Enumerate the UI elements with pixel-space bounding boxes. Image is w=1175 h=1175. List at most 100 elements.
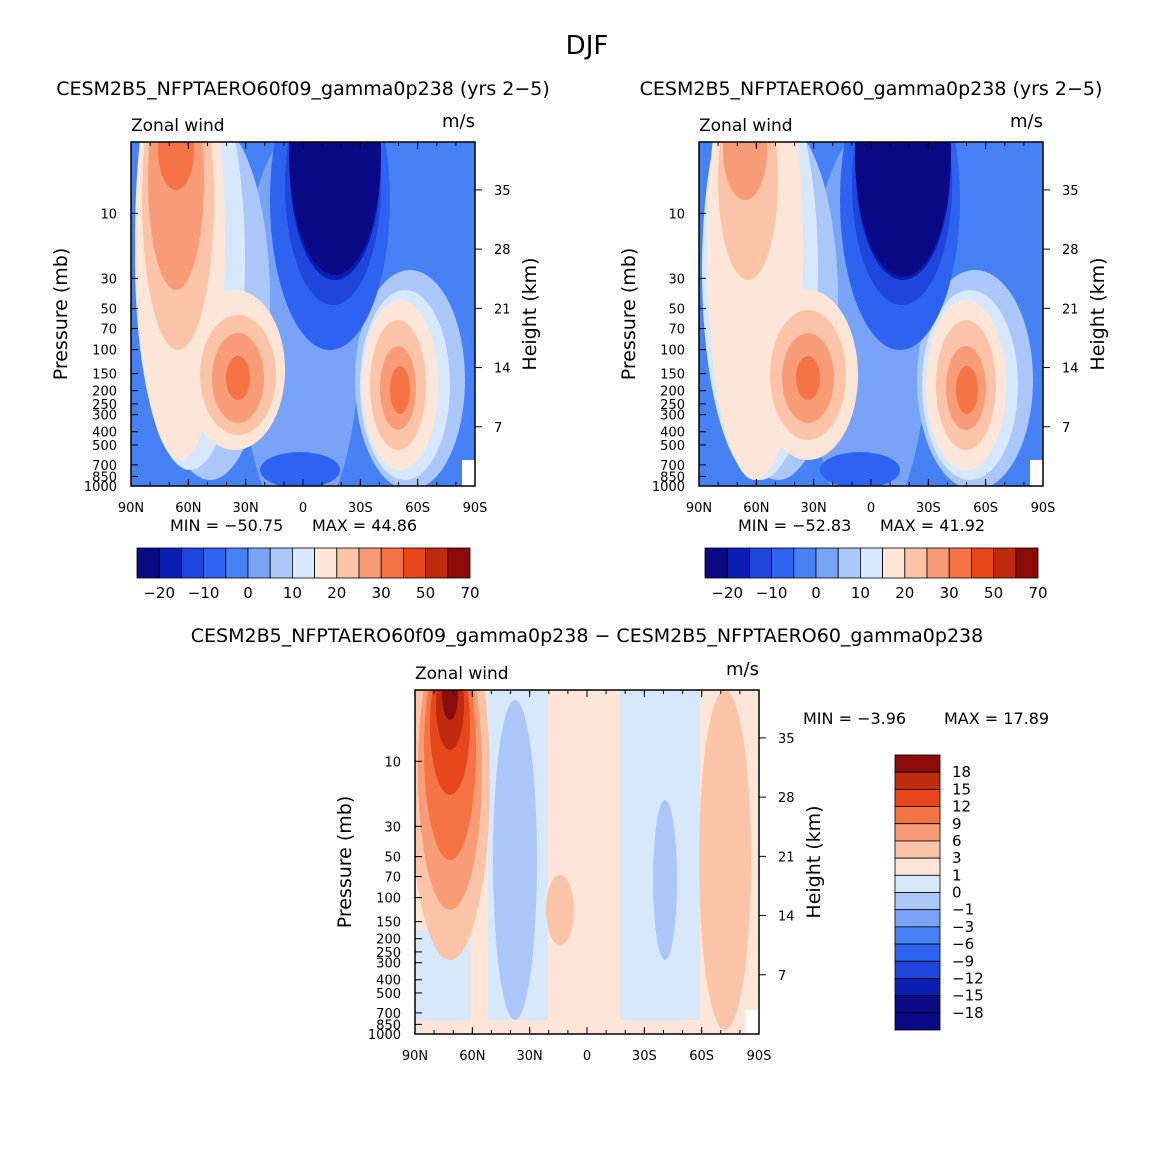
height-tick-label: 35: [1062, 184, 1079, 199]
x-tick-label: 90S: [747, 1049, 772, 1064]
panel-2-left-label: Zonal wind: [699, 116, 793, 136]
colorbar-label: 15: [952, 780, 971, 798]
colorbar-label: 30: [940, 584, 959, 602]
colorbar-swatch: [894, 892, 941, 911]
colorbar-swatch: [358, 547, 382, 579]
panel-1-st-jet-core: [226, 356, 250, 400]
colorbar-label: 3: [952, 849, 962, 867]
y-tick-label: 50: [100, 303, 117, 318]
height-tick-label: 28: [1062, 243, 1079, 258]
y-tick-label: 30: [668, 272, 685, 287]
y-tick-label: 70: [100, 323, 117, 338]
x-tick-label: 60N: [175, 501, 201, 516]
colorbar-swatch: [894, 978, 941, 997]
panel-3-axes: 90N 60N 30N 0 30S 60S 90S103050701001502002503…: [368, 690, 795, 1064]
colorbar-label: 10: [851, 584, 870, 602]
x-tick-label: 30N: [801, 501, 827, 516]
colorbar-swatch: [771, 547, 795, 579]
panel-3-max: MAX = 17.89: [944, 709, 1049, 728]
y-tick-label: 500: [376, 987, 401, 1002]
colorbar-swatch: [860, 547, 884, 579]
colorbar-swatch: [180, 547, 204, 579]
colorbar-swatch: [993, 547, 1017, 579]
colorbar-label: 20: [327, 584, 346, 602]
y-tick-label: 700: [92, 459, 117, 474]
panel-2-field: [699, 142, 1043, 486]
panel-3: CESM2B5_NFPTAERO60f09_gamma0p238 − CESM2…: [191, 625, 1049, 1064]
y-tick-label: 200: [376, 933, 401, 948]
panel-3-nh-minus-3: [493, 700, 537, 1020]
colorbar-swatch: [894, 823, 941, 842]
panel-2-colorbar: −20 −10 0 10 20 30 50 70: [704, 547, 1048, 602]
colorbar-swatch: [837, 547, 861, 579]
colorbar-swatch: [894, 771, 941, 790]
panel-1-ne-jet-30: [148, 142, 204, 290]
x-tick-label: 60N: [743, 501, 769, 516]
colorbar-swatch: [1015, 547, 1039, 579]
height-tick-label: 21: [494, 302, 511, 317]
x-tick-label: 90N: [686, 501, 712, 516]
colorbar-swatch: [894, 926, 941, 945]
colorbar-swatch: [447, 547, 471, 579]
colorbar-label: 50: [416, 584, 435, 602]
y-tick-label: 700: [660, 459, 685, 474]
colorbar-swatch: [894, 909, 941, 928]
panel-1-missing-data: [462, 460, 475, 486]
y-tick-label: 300: [660, 409, 685, 424]
colorbar-label: 30: [372, 584, 391, 602]
panel-2-low-easterly: [820, 452, 900, 486]
colorbar-swatch: [894, 840, 941, 859]
panel-2-ne-jet-30: [723, 142, 767, 200]
colorbar-label: 6: [952, 832, 962, 850]
panel-1-low-easterly: [260, 452, 340, 486]
colorbar-swatch: [269, 547, 293, 579]
panel-2-sh-jet-core: [956, 366, 978, 414]
x-tick-label: 30S: [632, 1049, 657, 1064]
panel-1-colorbar: −20 −10 0 10 20 30 50 70: [136, 547, 480, 602]
panel-3-ylabel: Pressure (mb): [334, 796, 356, 929]
height-tick-label: 7: [778, 969, 786, 984]
panel-3-title: CESM2B5_NFPTAERO60f09_gamma0p238 − CESM2…: [191, 625, 983, 647]
panel-3-units: m/s: [726, 659, 759, 680]
colorbar-swatch: [793, 547, 817, 579]
panel-3-sh-minus-3: [653, 800, 677, 960]
colorbar-label: 0: [243, 584, 253, 602]
x-tick-label: 0: [583, 1049, 591, 1064]
page-title: DJF: [566, 31, 609, 61]
colorbar-label: −20: [711, 584, 743, 602]
panel-3-sh-positive: [699, 690, 751, 1030]
colorbar-swatch: [203, 547, 227, 579]
colorbar-swatch: [894, 943, 941, 962]
x-tick-label: 60N: [459, 1049, 485, 1064]
colorbar-label: −6: [952, 935, 974, 953]
panel-2-east-wind-core: [855, 142, 951, 277]
panel-2-st-jet-core: [796, 356, 820, 400]
y-tick-label: 100: [92, 344, 117, 359]
x-tick-label: 30S: [348, 501, 373, 516]
x-tick-label: 30N: [233, 501, 259, 516]
y-tick-label: 500: [660, 439, 685, 454]
colorbar-label: 12: [952, 798, 971, 816]
y-tick-label: 400: [376, 974, 401, 989]
x-tick-label: 90N: [118, 501, 144, 516]
x-tick-label: 0: [867, 501, 875, 516]
colorbar-label: −12: [952, 969, 984, 987]
panel-2-title: CESM2B5_NFPTAERO60_gamma0p238 (yrs 2−5): [640, 78, 1103, 100]
x-tick-label: 0: [299, 501, 307, 516]
y-tick-label: 10: [668, 207, 685, 222]
colorbar-label: 20: [895, 584, 914, 602]
colorbar-swatch: [948, 547, 972, 579]
y-tick-label: 700: [376, 1007, 401, 1022]
colorbar-swatch: [894, 857, 941, 876]
colorbar-swatch: [225, 547, 249, 579]
y-tick-label: 850: [92, 470, 117, 485]
y-tick-label: 200: [92, 385, 117, 400]
panel-1-ylabel-right: Height (km): [519, 257, 541, 370]
panel-2-min: MIN = −52.83: [738, 516, 851, 535]
x-tick-label: 90S: [463, 501, 488, 516]
panel-1-ylabel: Pressure (mb): [50, 248, 72, 381]
colorbar-swatch: [971, 547, 995, 579]
panel-2-missing-data: [1030, 460, 1043, 486]
panel-3-left-label: Zonal wind: [415, 664, 509, 684]
colorbar-label: 0: [811, 584, 821, 602]
